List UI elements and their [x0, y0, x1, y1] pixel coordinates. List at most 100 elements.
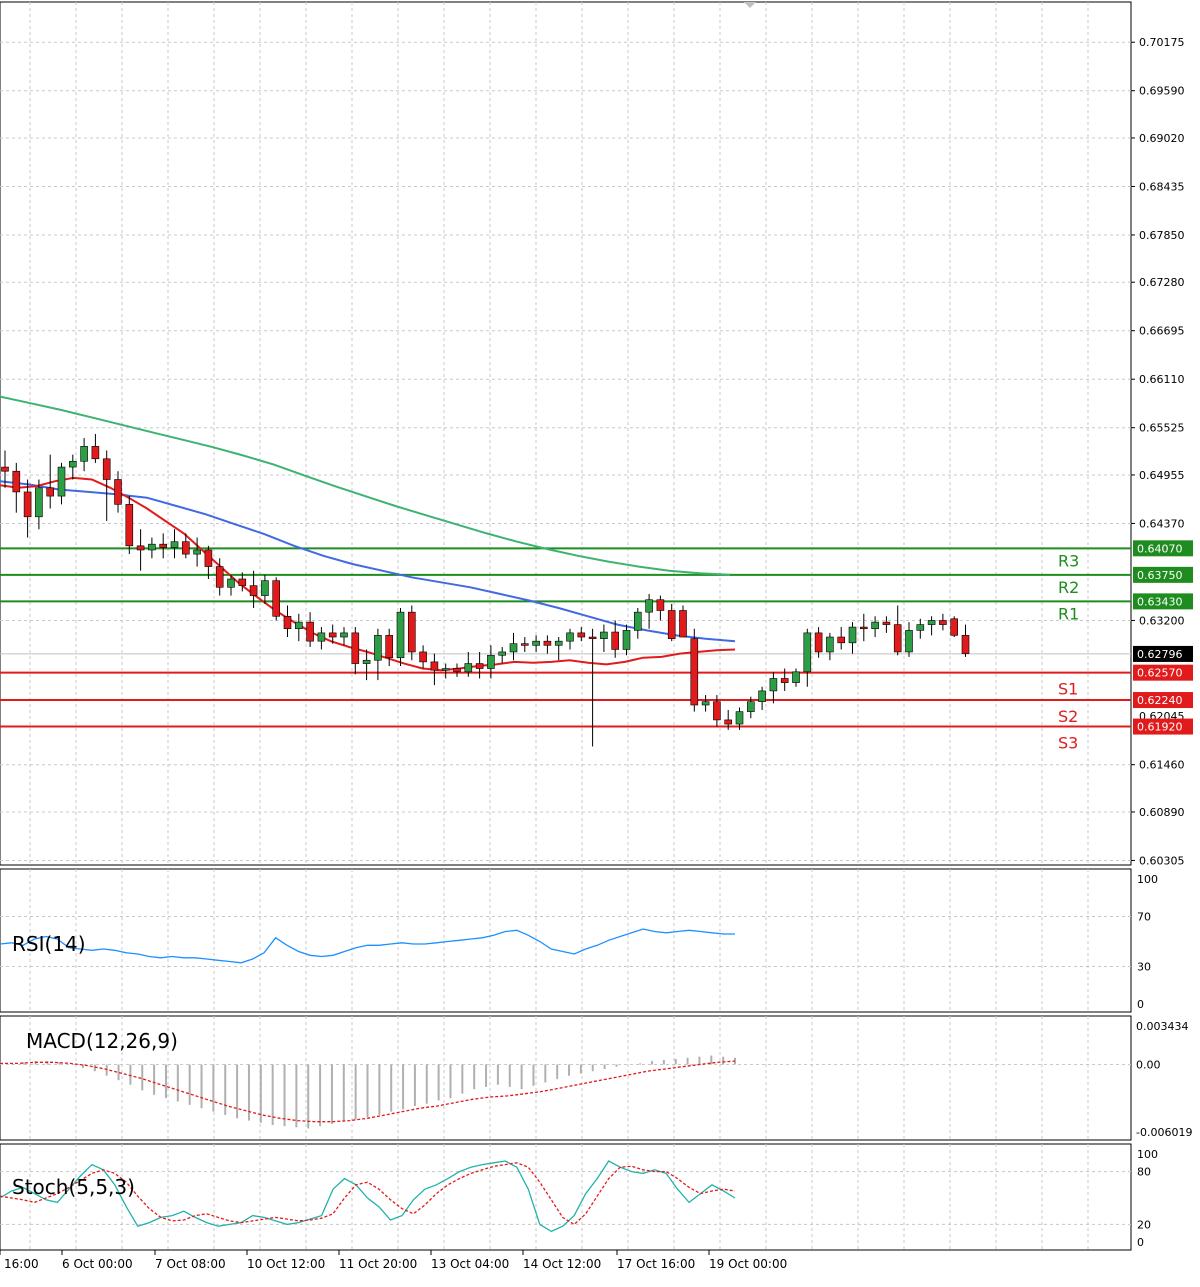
- price-tick-label: 0.64370: [1139, 517, 1185, 530]
- candle-body: [23, 491, 32, 518]
- level-price-tag: [1133, 664, 1193, 681]
- candle-body: [238, 578, 247, 586]
- chart-shift-marker-icon[interactable]: [744, 2, 756, 8]
- candle-body: [475, 663, 484, 669]
- candle-body: [91, 446, 100, 460]
- candle-body: [916, 624, 925, 631]
- candle-body: [769, 678, 778, 692]
- time-axis: 16:00 6 Oct 00:00 7 Oct 08:00 10 Oct 12:00 1…: [0, 1249, 1131, 1271]
- candle-body: [351, 632, 360, 664]
- candle-body: [125, 504, 134, 547]
- price-tick-label: 0.67280: [1139, 276, 1185, 289]
- candle-body: [859, 626, 868, 630]
- candle-body: [758, 690, 766, 702]
- rsi-tick-label: 0: [1137, 998, 1144, 1011]
- price-panel: R3 R2 R1 S1 S2 S3 0.70175 0.69590 0.69020 0.6843…: [0, 1, 1193, 867]
- candle-body: [283, 615, 292, 630]
- candle-body: [520, 643, 529, 646]
- candle-body: [837, 636, 846, 644]
- candle-body: [701, 701, 710, 706]
- candle-body: [249, 585, 258, 596]
- price-tick-label: 0.60890: [1139, 806, 1185, 819]
- candle-body: [950, 618, 959, 636]
- candle-body: [554, 640, 563, 646]
- candle-body: [215, 566, 224, 588]
- price-tick-label: 0.64955: [1139, 469, 1185, 482]
- stoch-title: Stoch(5,5,3): [12, 1175, 135, 1199]
- candle-body: [746, 701, 755, 712]
- candle-body: [136, 545, 145, 551]
- stoch-tick-label: 100: [1137, 1148, 1158, 1161]
- candle-body: [690, 638, 699, 706]
- candle-body: [362, 659, 371, 664]
- candle-body: [611, 631, 620, 650]
- rsi-tick-label: 30: [1137, 961, 1151, 974]
- macd-tick-label: 0.003434: [1136, 1020, 1189, 1033]
- candle-body: [543, 640, 552, 646]
- price-grid: [0, 2, 1131, 865]
- candle-body: [159, 543, 167, 548]
- price-axis: 0.70175 0.69590 0.69020 0.68435 0.67850 0.672…: [1131, 36, 1185, 867]
- candle-body: [509, 643, 518, 653]
- candle-body: [622, 630, 631, 650]
- candle-body: [374, 635, 382, 661]
- candle-body: [317, 632, 326, 642]
- candle-body: [227, 578, 235, 588]
- time-tick-label: 10 Oct 12:00: [247, 1257, 325, 1271]
- candle-body: [419, 651, 427, 663]
- rsi-axis: 100 70 30 0: [1137, 873, 1158, 1011]
- candle-body: [385, 635, 394, 659]
- candle-body: [803, 632, 812, 673]
- moving-averages: [0, 395, 736, 672]
- candle-body: [656, 599, 665, 611]
- price-tick-label: 0.69020: [1139, 132, 1185, 145]
- stoch-tick-label: 0: [1137, 1236, 1144, 1249]
- candle-body: [961, 635, 970, 654]
- candle-body: [724, 719, 733, 725]
- candle-body: [498, 651, 507, 656]
- candle-body: [735, 711, 744, 725]
- price-tick-label: 0.60305: [1139, 854, 1185, 867]
- candle-body: [69, 460, 77, 468]
- level-price-tag: [1133, 718, 1193, 735]
- candle-body: [261, 580, 269, 596]
- time-tick-label: 16:00: [4, 1257, 39, 1271]
- level-label-s2: S2: [1058, 707, 1078, 726]
- macd-panel: 0.003434 0.00 -0.006019 MACD(12,26,9): [0, 1015, 1192, 1141]
- rsi-line: [0, 928, 735, 964]
- candle-body: [170, 541, 179, 548]
- level-label-r1: R1: [1058, 604, 1079, 623]
- price-tick-label: 0.61460: [1139, 759, 1185, 772]
- candle-body: [792, 671, 800, 683]
- time-tick-label: 17 Oct 16:00: [617, 1257, 695, 1271]
- current-price-tag-text: 0.62796: [1137, 648, 1183, 661]
- candle-body: [577, 632, 586, 638]
- macd-signal-series: [0, 1060, 736, 1123]
- price-tick-label: 0.65525: [1139, 422, 1185, 435]
- candle-body: [566, 632, 574, 642]
- candle-body: [340, 632, 348, 638]
- macd-title: MACD(12,26,9): [26, 1029, 178, 1053]
- candle-body: [453, 668, 461, 673]
- macd-signal-line: [0, 1060, 736, 1123]
- candle-body: [464, 663, 473, 673]
- macd-tick-label: 0.00: [1136, 1059, 1161, 1072]
- candle-body: [441, 668, 450, 671]
- candle-body: [328, 632, 337, 638]
- candle-body: [927, 620, 936, 625]
- stoch-main-series: [0, 1160, 736, 1233]
- price-tick-label: 0.66695: [1139, 325, 1185, 338]
- price-tick-label: 0.67850: [1139, 229, 1185, 242]
- level-label-s1: S1: [1058, 680, 1078, 699]
- level-price-tag-text: 0.63430: [1137, 595, 1183, 608]
- stoch-signal-series: [0, 1162, 736, 1226]
- candle-body: [396, 611, 405, 659]
- candle-body: [893, 624, 902, 653]
- stoch-lines: [0, 1160, 736, 1233]
- level-price-tag: [1133, 566, 1193, 583]
- time-tick-label: 13 Oct 04:00: [431, 1257, 509, 1271]
- candle-body: [588, 636, 597, 639]
- candle-body: [1, 466, 9, 472]
- stoch-panel: 100 80 20 0 Stoch(5,5,3): [0, 1143, 1158, 1251]
